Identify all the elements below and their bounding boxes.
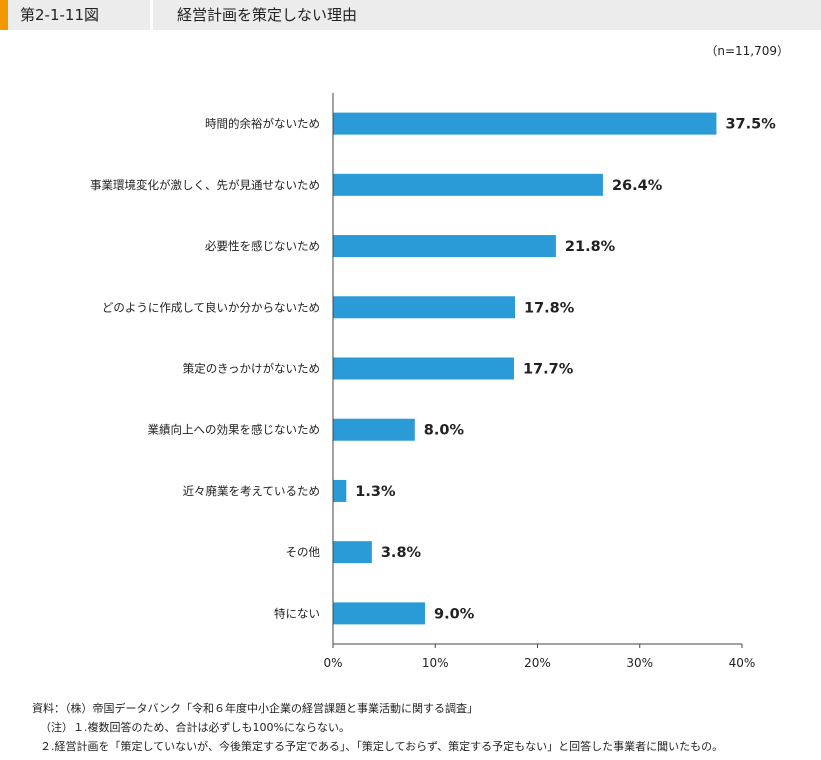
category-label: 業績向上への効果を感じないため bbox=[148, 423, 321, 437]
value-label: 21.8% bbox=[565, 239, 616, 255]
category-label: その他 bbox=[286, 545, 321, 559]
value-label: 17.8% bbox=[524, 300, 575, 316]
bar bbox=[333, 541, 372, 564]
header-separator bbox=[150, 0, 153, 30]
category-label: 時間的余裕がないため bbox=[205, 117, 320, 131]
bar bbox=[333, 235, 556, 258]
bar bbox=[333, 357, 514, 380]
figure-number: 第2-1-11図 bbox=[20, 6, 99, 24]
x-tick-label: 30% bbox=[626, 656, 653, 670]
category-label: 策定のきっかけがないため bbox=[183, 362, 320, 376]
header-accent-bar bbox=[0, 0, 8, 30]
value-label: 3.8% bbox=[381, 545, 422, 561]
value-label: 26.4% bbox=[612, 178, 663, 194]
notes: 資料：（株）帝国データバンク「令和６年度中小企業の経営課題と事業活動に関する調査… bbox=[32, 699, 723, 756]
note-1: （注）１.複数回答のため、合計は必ずしも100%にならない。 bbox=[40, 721, 350, 734]
bar bbox=[333, 296, 516, 319]
category-label: どのように作成して良いか分からないため bbox=[102, 300, 320, 314]
x-tick-label: 20% bbox=[524, 656, 551, 670]
bar-chart: 時間的余裕がないため 37.5% 事業環境変化が激しく、先が見通せないため 26.4%… bbox=[90, 93, 776, 670]
bar bbox=[333, 418, 415, 441]
value-label: 37.5% bbox=[725, 117, 776, 133]
figure-header: 第2-1-11図 経営計画を策定しない理由 bbox=[0, 0, 821, 30]
value-label: 17.7% bbox=[523, 362, 574, 378]
bar bbox=[333, 173, 603, 196]
value-label: 8.0% bbox=[424, 423, 465, 439]
category-label: 事業環境変化が激しく、先が見通せないため bbox=[90, 178, 320, 192]
note-2: ２.経営計画を「策定していないが、今後策定する予定である」、「策定しておらず、策… bbox=[40, 740, 724, 753]
x-tick-label: 40% bbox=[729, 656, 756, 670]
bar bbox=[333, 602, 426, 625]
bar bbox=[333, 479, 347, 502]
value-label: 1.3% bbox=[355, 484, 396, 500]
x-tick-label: 0% bbox=[323, 656, 342, 670]
bar bbox=[333, 112, 717, 135]
category-label: 必要性を感じないため bbox=[205, 239, 320, 253]
source-note: 資料：（株）帝国データバンク「令和６年度中小企業の経営課題と事業活動に関する調査… bbox=[32, 702, 479, 715]
sample-size: （n=11,709） bbox=[705, 44, 789, 58]
figure-title: 経営計画を策定しない理由 bbox=[177, 6, 358, 24]
value-label: 9.0% bbox=[434, 606, 475, 622]
x-tick-label: 10% bbox=[422, 656, 449, 670]
category-label: 特にない bbox=[274, 606, 320, 620]
category-label: 近々廃業を考えているため bbox=[183, 484, 320, 498]
